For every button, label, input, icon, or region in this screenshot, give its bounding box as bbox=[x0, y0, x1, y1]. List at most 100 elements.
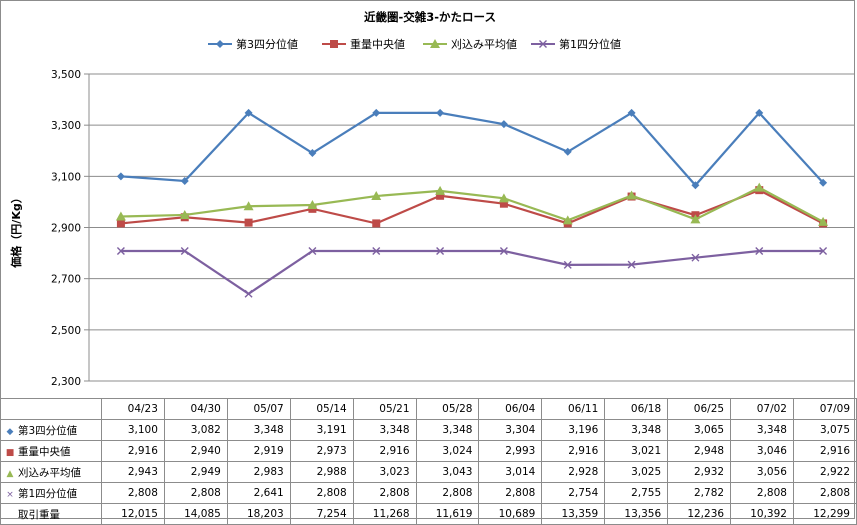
legend-key-icon: ◆ bbox=[6, 426, 14, 437]
data-label: 2,928 bbox=[541, 461, 606, 483]
data-label: 3,021 bbox=[604, 440, 669, 462]
data-label: 2,932 bbox=[667, 461, 732, 483]
series-line bbox=[120, 249, 824, 296]
data-point bbox=[435, 185, 446, 195]
table-row-header: ■ 重量中央値 bbox=[0, 440, 102, 462]
data-label: 18,203 bbox=[226, 503, 291, 525]
table-row-header: 取引重量 bbox=[0, 503, 102, 525]
data-label: 2,983 bbox=[226, 461, 291, 483]
data-label: 2,919 bbox=[226, 440, 291, 462]
data-point bbox=[244, 218, 253, 227]
data-point bbox=[372, 108, 381, 117]
data-label: 12,299 bbox=[792, 503, 857, 525]
data-point bbox=[819, 178, 828, 187]
legend-key-icon: ■ bbox=[5, 447, 15, 458]
table-row-header: ▲ 刈込み平均値 bbox=[0, 461, 102, 483]
data-label: 2,973 bbox=[289, 440, 354, 462]
table-corner bbox=[0, 398, 102, 420]
data-label: 2,948 bbox=[667, 440, 732, 462]
data-label: 11,619 bbox=[415, 503, 480, 525]
data-label: 3,065 bbox=[667, 419, 732, 441]
data-point bbox=[116, 219, 125, 228]
legend-key-icon: ▲ bbox=[6, 468, 14, 479]
data-label: 3,056 bbox=[730, 461, 794, 483]
data-point bbox=[308, 247, 317, 256]
data-label: 2,916 bbox=[352, 440, 417, 462]
y-tick-label: 2,900 bbox=[51, 223, 81, 235]
data-label: 10,392 bbox=[730, 503, 794, 525]
y-tick-label: 2,300 bbox=[51, 376, 81, 388]
data-point bbox=[436, 108, 445, 117]
data-label: 13,359 bbox=[541, 503, 606, 525]
table-row: ◆ 第3四分位値 3,100 3,082 3,348 3,191 3,348 3,348 3,3… bbox=[0, 419, 857, 441]
data-point bbox=[430, 39, 440, 48]
data-label: 2,808 bbox=[730, 482, 794, 504]
data-point bbox=[308, 149, 317, 158]
table-row-header: ◆ 第3四分位値 bbox=[0, 419, 102, 441]
data-label: 2,808 bbox=[792, 482, 857, 504]
data-point bbox=[627, 260, 636, 269]
data-point bbox=[819, 247, 828, 256]
data-label: 10,689 bbox=[478, 503, 543, 525]
legend-label: 第3四分位値 bbox=[236, 37, 298, 51]
legend-label: 第1四分位値 bbox=[559, 37, 621, 51]
x-tick-label: 06/11 bbox=[541, 398, 606, 420]
data-label: 2,782 bbox=[667, 482, 732, 504]
data-point bbox=[244, 108, 253, 117]
data-label: 3,043 bbox=[415, 461, 480, 483]
data-label: 3,025 bbox=[604, 461, 669, 483]
data-label: 2,916 bbox=[101, 440, 165, 462]
data-label: 3,082 bbox=[163, 419, 228, 441]
data-label: 2,916 bbox=[541, 440, 606, 462]
data-point bbox=[499, 247, 508, 256]
data-label: 13,356 bbox=[604, 503, 669, 525]
data-point bbox=[244, 289, 253, 298]
data-label: 14,085 bbox=[163, 503, 228, 525]
data-point bbox=[563, 260, 572, 269]
data-point bbox=[330, 40, 338, 48]
legend-label: 重量中央値 bbox=[350, 37, 405, 51]
table-row: × 第1四分位値 2,808 2,808 2,641 2,808 2,808 2,808 2,8… bbox=[0, 482, 857, 504]
x-tick-label: 06/25 bbox=[667, 398, 732, 420]
x-tick-label: 05/07 bbox=[226, 398, 291, 420]
data-label: 2,922 bbox=[792, 461, 857, 483]
line-chart: 近畿圏-交雑3-かたロース 第3四分位値 重量中央値 刈込み平均値 第1四分位値 価格… bbox=[9, 10, 855, 388]
series-line bbox=[120, 186, 824, 223]
data-point bbox=[180, 176, 189, 185]
data-label: 3,348 bbox=[352, 419, 417, 441]
data-label: 2,808 bbox=[101, 482, 165, 504]
y-tick-label: 3,500 bbox=[51, 69, 81, 81]
data-label: 3,046 bbox=[730, 440, 794, 462]
data-point bbox=[116, 247, 125, 256]
data-label: 12,236 bbox=[667, 503, 732, 525]
y-axis-label: 価格（円/Kg） bbox=[9, 192, 23, 268]
data-label: 3,075 bbox=[792, 419, 857, 441]
legend: 第3四分位値 重量中央値 刈込み平均値 第1四分位値 bbox=[208, 37, 621, 51]
x-tick-label: 06/04 bbox=[478, 398, 543, 420]
data-label: 2,754 bbox=[541, 482, 606, 504]
data-label: 2,808 bbox=[289, 482, 354, 504]
x-tick-label: 04/23 bbox=[101, 398, 165, 420]
series-label: 刈込み平均値 bbox=[18, 466, 81, 479]
table-row-header: × 第1四分位値 bbox=[0, 482, 102, 504]
legend-item: 第3四分位値 bbox=[208, 37, 298, 51]
x-tick-label: 04/30 bbox=[163, 398, 228, 420]
grid bbox=[89, 73, 855, 382]
data-point bbox=[243, 201, 254, 211]
data-point bbox=[179, 209, 190, 219]
data-label: 3,014 bbox=[478, 461, 543, 483]
data-point bbox=[755, 247, 764, 256]
data-point bbox=[371, 191, 382, 201]
data-label: 3,348 bbox=[415, 419, 480, 441]
series-label: 重量中央値 bbox=[18, 445, 71, 458]
data-label: 3,191 bbox=[289, 419, 354, 441]
series-line bbox=[120, 188, 824, 225]
data-label: 3,348 bbox=[604, 419, 669, 441]
series-triangle bbox=[115, 182, 829, 226]
data-point bbox=[754, 182, 765, 192]
series-x bbox=[116, 247, 828, 298]
x-tick-label: 05/28 bbox=[415, 398, 480, 420]
data-label: 2,641 bbox=[226, 482, 291, 504]
data-label: 7,254 bbox=[289, 503, 354, 525]
data-point bbox=[115, 211, 126, 221]
